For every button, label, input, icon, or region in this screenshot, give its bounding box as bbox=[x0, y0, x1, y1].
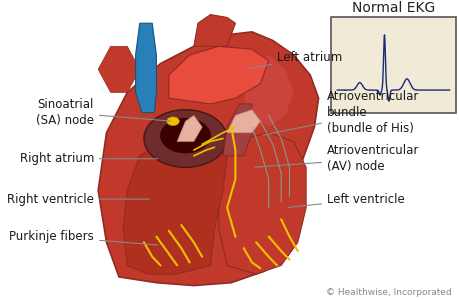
Text: Left atrium: Left atrium bbox=[246, 51, 341, 69]
Polygon shape bbox=[177, 116, 202, 141]
Text: Sinoatrial
(SA) node: Sinoatrial (SA) node bbox=[36, 98, 170, 127]
Polygon shape bbox=[223, 104, 252, 156]
Polygon shape bbox=[218, 133, 305, 274]
Circle shape bbox=[144, 110, 227, 167]
Polygon shape bbox=[243, 55, 293, 127]
FancyBboxPatch shape bbox=[330, 17, 455, 112]
Text: Left ventricle: Left ventricle bbox=[287, 193, 404, 207]
Polygon shape bbox=[135, 23, 156, 112]
Polygon shape bbox=[98, 46, 140, 92]
Text: © Healthwise, Incorporated: © Healthwise, Incorporated bbox=[325, 288, 451, 297]
Polygon shape bbox=[227, 110, 260, 133]
Text: Atrioventricular
bundle
(bundle of His): Atrioventricular bundle (bundle of His) bbox=[263, 90, 418, 135]
Text: Right ventricle: Right ventricle bbox=[7, 193, 149, 206]
Polygon shape bbox=[168, 46, 268, 104]
Text: Right atrium: Right atrium bbox=[20, 152, 157, 165]
Text: Purkinje fibers: Purkinje fibers bbox=[9, 230, 157, 245]
Polygon shape bbox=[123, 139, 227, 274]
Polygon shape bbox=[193, 15, 235, 46]
Polygon shape bbox=[98, 32, 318, 286]
Text: Atrioventricular
(AV) node: Atrioventricular (AV) node bbox=[254, 144, 418, 173]
Text: Normal EKG: Normal EKG bbox=[351, 1, 434, 15]
Circle shape bbox=[167, 117, 179, 126]
Circle shape bbox=[160, 118, 210, 153]
